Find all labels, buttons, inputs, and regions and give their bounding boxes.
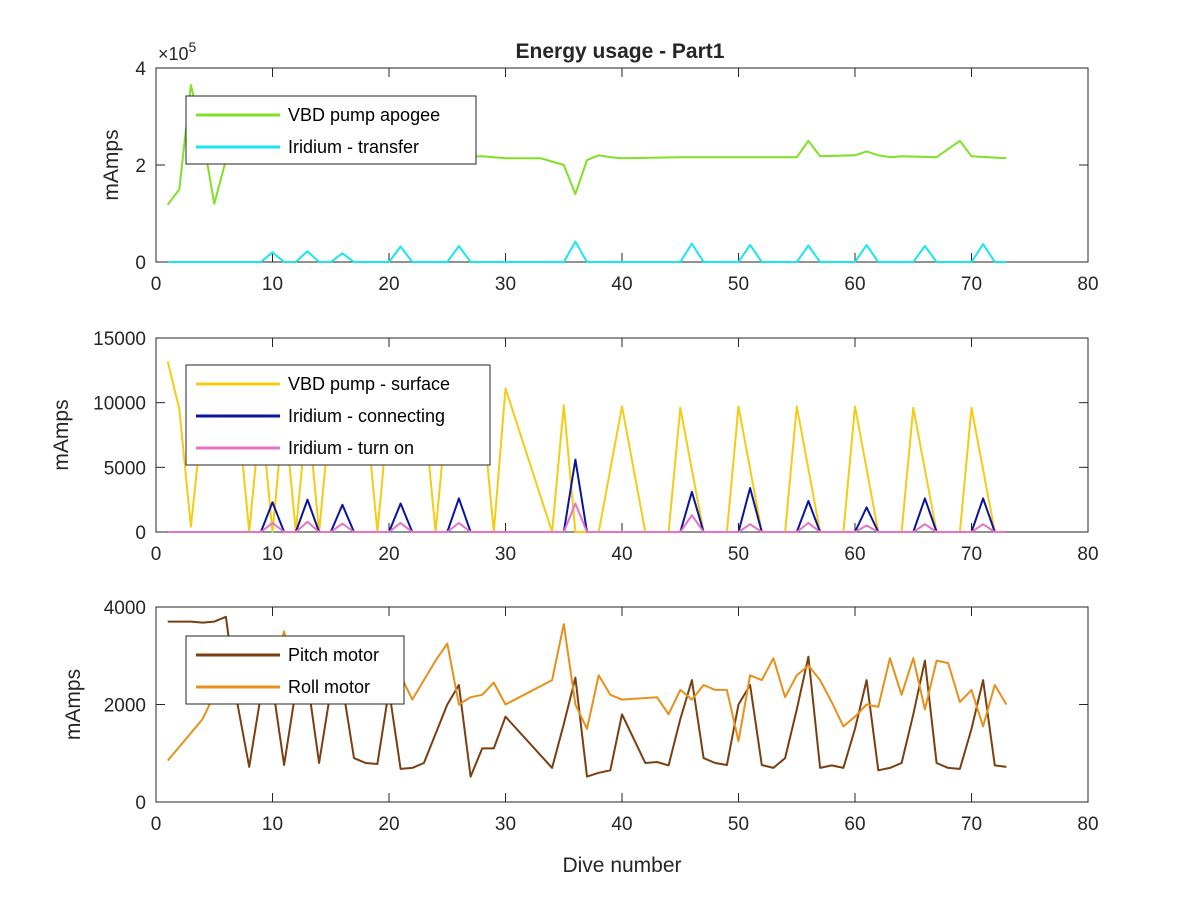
x-tick-label: 50	[728, 274, 749, 295]
x-tick-label: 20	[378, 274, 399, 295]
x-tick-label: 0	[151, 544, 162, 565]
y-tick-label: 4000	[104, 598, 146, 619]
y-tick-label: 4	[135, 59, 146, 80]
y-tick-label: 0	[135, 253, 146, 274]
legend-entry: Iridium - transfer	[288, 137, 419, 157]
legend: VBD pump - surface Iridium - connecting Ir…	[185, 364, 491, 466]
x-tick-label: 60	[844, 544, 865, 565]
x-tick-label: 10	[262, 544, 283, 565]
series-line-2	[167, 240, 1007, 263]
x-tick-label: 10	[262, 814, 283, 835]
x-tick-label: 70	[961, 544, 982, 565]
x-tick-label: 40	[611, 544, 632, 565]
x-tick-label: 0	[151, 274, 162, 295]
legend-box	[185, 95, 477, 165]
y-tick-label: 0	[135, 523, 146, 544]
legend: VBD pump apogee Iridium - transfer	[185, 95, 477, 165]
x-tick-label: 80	[1077, 544, 1098, 565]
y-axis-label: mAmps	[100, 129, 123, 200]
subplot-3: 0 10 20 30 40 50 60 70 80 0 2000 4000 mAmps Dive numb…	[62, 598, 1099, 877]
x-tick-label: 80	[1077, 814, 1098, 835]
subplot-1: 0 10 20 30 40 50 60 70 80 0 2 4 ×105 mAmps VBD pump ap…	[100, 39, 1099, 295]
x-tick-label: 20	[378, 814, 399, 835]
x-tick-label: 0	[151, 814, 162, 835]
x-tick-label: 70	[961, 274, 982, 295]
y-exponent-label: ×105	[158, 39, 197, 64]
y-tick-label: 0	[135, 793, 146, 814]
chart-title: Energy usage - Part1	[516, 40, 725, 63]
legend-box	[185, 635, 405, 705]
y-axis-label: mAmps	[50, 399, 73, 470]
x-tick-label: 10	[262, 274, 283, 295]
x-tick-label: 30	[495, 274, 516, 295]
series-line-3	[167, 502, 1007, 533]
x-tick-label: 20	[378, 544, 399, 565]
x-tick-label: 40	[611, 814, 632, 835]
x-tick-label: 70	[961, 814, 982, 835]
legend: Pitch motor Roll motor	[185, 635, 405, 705]
x-tick-label: 60	[844, 814, 865, 835]
x-tick-label: 50	[728, 814, 749, 835]
legend-entry: VBD pump - surface	[288, 374, 450, 394]
subplot-2: 0 10 20 30 40 50 60 70 80 0 5000 10000 15000 mAmps VBD…	[50, 329, 1099, 565]
x-tick-label: 30	[495, 814, 516, 835]
x-tick-label: 40	[611, 274, 632, 295]
legend-entry: Roll motor	[288, 677, 370, 697]
y-tick-label: 15000	[93, 329, 146, 350]
y-axis-label: mAmps	[62, 669, 85, 740]
y-tick-label: 10000	[93, 394, 146, 415]
y-tick-label: 2000	[104, 696, 146, 717]
legend-entry: Iridium - turn on	[288, 438, 414, 458]
legend-entry: Iridium - connecting	[288, 406, 445, 426]
legend-entry: VBD pump apogee	[288, 105, 440, 125]
x-tick-label: 30	[495, 544, 516, 565]
x-tick-label: 50	[728, 544, 749, 565]
x-axis-label: Dive number	[562, 854, 681, 877]
x-tick-label: 80	[1077, 274, 1098, 295]
y-tick-label: 5000	[104, 458, 146, 479]
y-tick-label: 2	[135, 156, 146, 177]
legend-entry: Pitch motor	[288, 645, 379, 665]
x-tick-label: 60	[844, 274, 865, 295]
